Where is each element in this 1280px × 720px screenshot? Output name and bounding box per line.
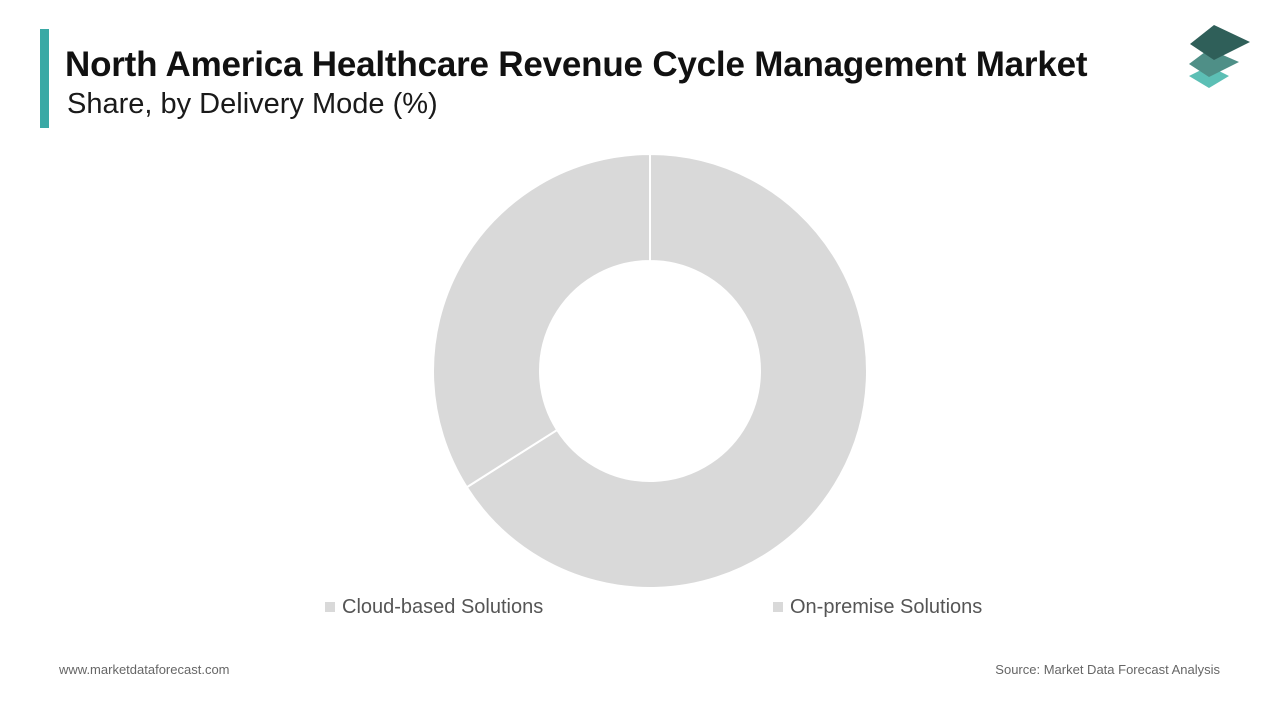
stacked-layers-logo-icon: [1189, 25, 1250, 88]
legend-label: Cloud-based Solutions: [342, 595, 544, 618]
donut-slice-cloud-based-solutions: [465, 152, 868, 589]
chart-title: North America Healthcare Revenue Cycle M…: [65, 45, 1088, 84]
legend-swatch: [773, 602, 783, 612]
legend-swatch: [325, 602, 335, 612]
donut-slice-on-premise-solutions: [432, 152, 651, 489]
footer-source: Source: Market Data Forecast Analysis: [995, 662, 1220, 677]
footer-website[interactable]: www.marketdataforecast.com: [59, 662, 230, 677]
chart-subtitle: Share, by Delivery Mode (%): [67, 88, 438, 120]
title-accent-bar: [40, 29, 49, 128]
logo-layer-top: [1190, 25, 1250, 60]
legend-item-on-premise: On-premise Solutions: [773, 594, 982, 620]
legend-label: On-premise Solutions: [790, 595, 983, 618]
legend-item-cloud: Cloud-based Solutions: [325, 594, 543, 620]
logo-layer-middle: [1189, 49, 1239, 77]
